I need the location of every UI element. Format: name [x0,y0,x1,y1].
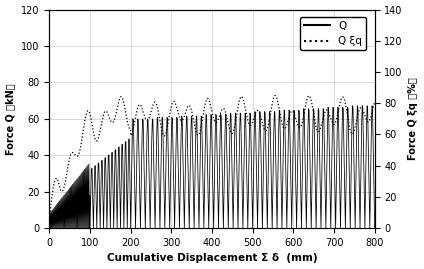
Q ξq [172,100,177,103]
Q ξq [47,220,52,223]
Q [350,104,355,107]
Q ξq [372,100,377,104]
Q [369,104,374,107]
Line: Q: Q [49,106,375,228]
Line: Q ξq: Q ξq [49,95,375,222]
Q [47,226,52,230]
Q ξq [273,94,278,97]
Q ξq [84,112,89,115]
Y-axis label: Force Q （kN）: Force Q （kN） [6,83,16,155]
Q [216,226,221,230]
Q [304,226,309,230]
Q [250,226,255,230]
Q [246,194,251,198]
Q ξq [186,104,191,108]
Legend: Q, Q ξq: Q, Q ξq [300,17,366,51]
Q ξq [103,109,108,113]
Q ξq [331,123,336,126]
Q ξq [366,120,371,123]
X-axis label: Cumulative Displacement Σ δ  (mm): Cumulative Displacement Σ δ (mm) [107,253,317,263]
Q [372,226,377,230]
Y-axis label: Force Q ξq （%）: Force Q ξq （%） [408,77,418,160]
Q [134,166,139,169]
